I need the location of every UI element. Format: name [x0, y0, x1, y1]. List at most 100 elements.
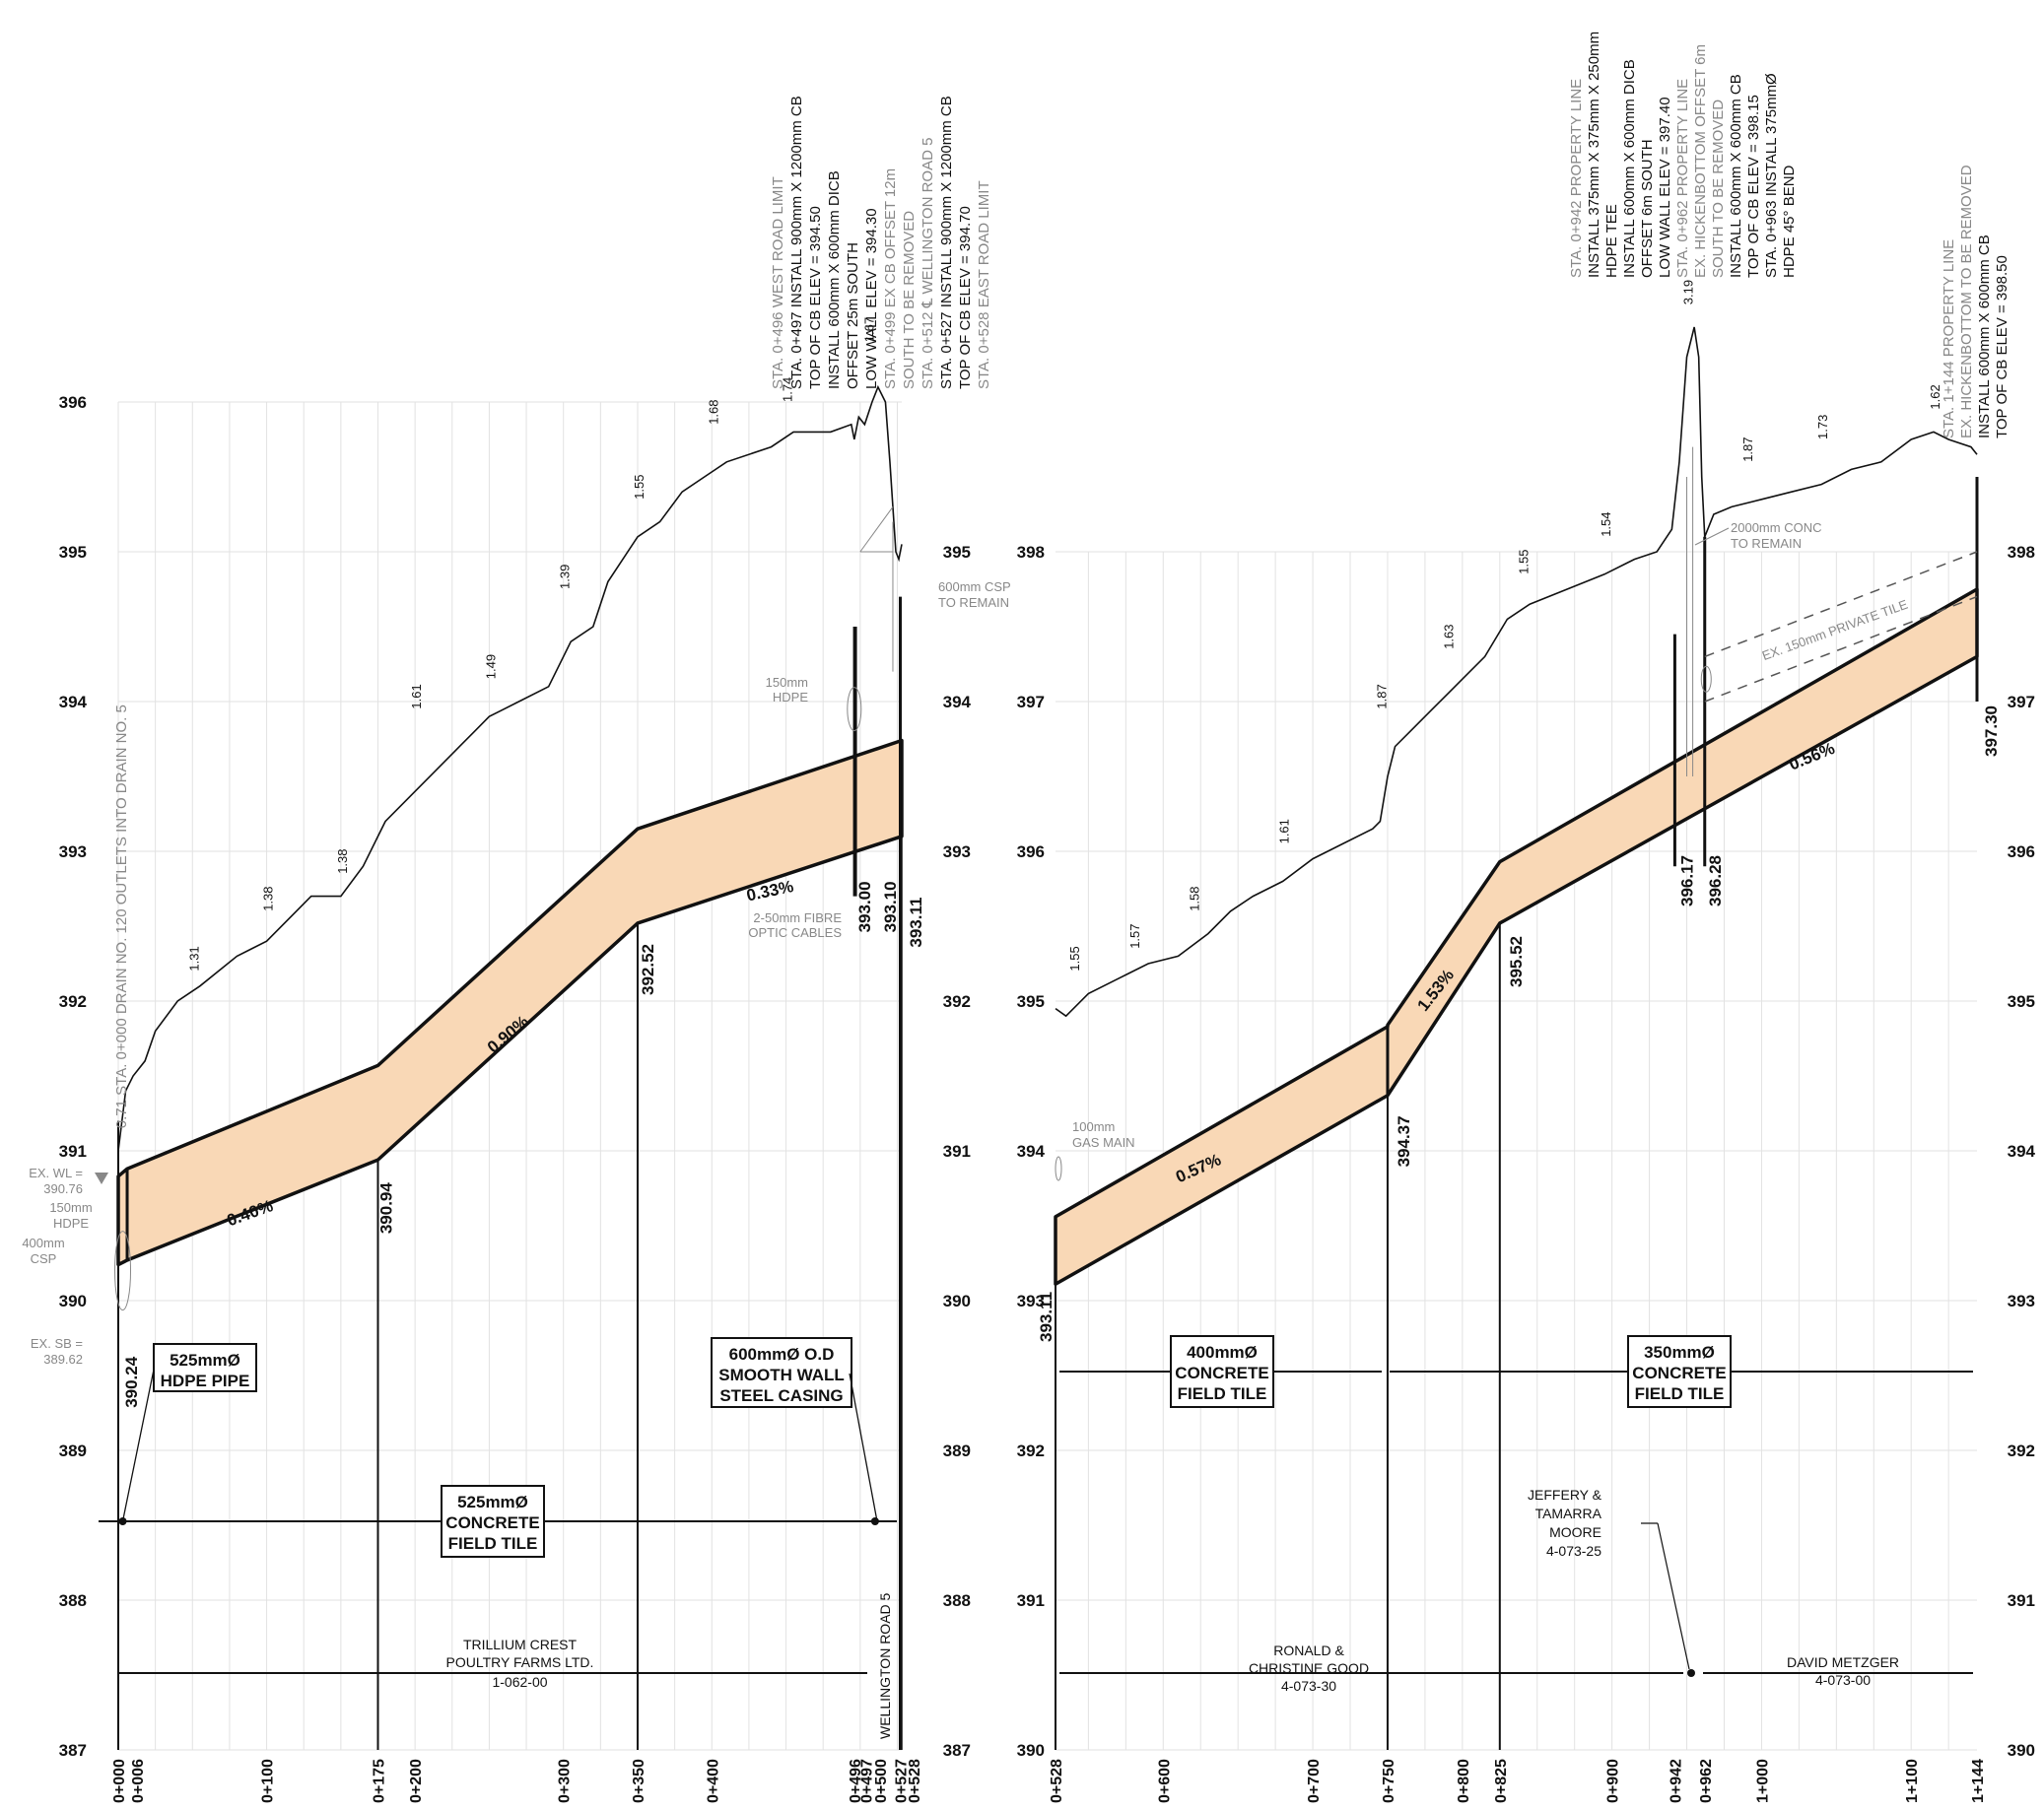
elev-label-right-a: 392	[1017, 1442, 1045, 1460]
leader-line	[121, 1369, 155, 1522]
callout-gas: 100mm	[1072, 1119, 1115, 1134]
elev-label-right-b: 394	[2008, 1142, 2036, 1161]
callout-csp600: 600mm CSP	[938, 579, 1011, 594]
elev-label-right-a: 397	[1017, 693, 1045, 711]
steel-casing-label-text: STEEL CASING	[719, 1386, 843, 1405]
concrete-350-label-text: CONCRETE	[1632, 1364, 1726, 1382]
depth-label: 3.19	[1681, 280, 1696, 304]
elev-label-left: 387	[59, 1741, 87, 1760]
elev-label-left: 394	[59, 693, 88, 711]
top-note-left: STA. 0+527 INSTALL 900mm X 1200mm CB	[938, 96, 955, 389]
elev-label-mid: 390	[943, 1292, 971, 1310]
station-label-right: 0+800	[1456, 1759, 1472, 1803]
invert-label: 393.11	[1037, 1292, 1056, 1342]
callout-ex-sb: EX. SB =	[31, 1336, 83, 1351]
water-level-icon	[95, 1173, 108, 1184]
owner-label: 4-073-25	[1546, 1543, 1601, 1559]
depth-label: 1.61	[409, 684, 424, 708]
private-tile-line	[1704, 595, 1978, 703]
elev-label-right-a: 396	[1017, 842, 1045, 861]
station-label-left: 0+300	[557, 1759, 574, 1803]
elev-label-left: 395	[59, 543, 87, 562]
depth-label: 1.87	[1740, 436, 1755, 461]
elev-label-right-b: 395	[2008, 992, 2035, 1011]
hdpe-pipe-label-text: HDPE PIPE	[161, 1372, 250, 1390]
leader-line	[1657, 1522, 1690, 1670]
elev-label-right-a: 398	[1017, 543, 1045, 562]
drain-outlet-note: 0.71 STA. 0+000 DRAIN NO. 120 OUTLETS IN…	[113, 704, 130, 1128]
station-label-left: 0+527	[893, 1759, 910, 1803]
station-label-left: 0+200	[408, 1759, 425, 1803]
elev-label-right-b: 396	[2008, 842, 2035, 861]
dimension-node	[1687, 1669, 1695, 1677]
invert-label: 390.94	[376, 1182, 395, 1235]
elev-label-right-a: 390	[1017, 1741, 1045, 1760]
private-tile-line	[1704, 551, 1978, 658]
depth-label: 1.63	[1442, 624, 1457, 648]
station-label-right: 0+600	[1156, 1759, 1173, 1803]
invert-label: 393.10	[881, 881, 900, 932]
gas-ellipse	[1055, 1156, 1062, 1181]
depth-label: 1.58	[1188, 886, 1202, 910]
callout-conc: TO REMAIN	[1731, 536, 1802, 551]
owner-label: RONALD &	[1273, 1643, 1344, 1658]
invert-label: 395.52	[1507, 936, 1526, 987]
top-note-left: STA. 0+499 EX CB OFFSET 12m	[882, 168, 899, 389]
tile-end	[1700, 665, 1712, 693]
station-label-right: 0+962	[1698, 1759, 1715, 1803]
depth-label: 1.38	[335, 848, 350, 873]
steel-casing-label-text: SMOOTH WALL	[718, 1366, 844, 1384]
dimension-node	[118, 1517, 127, 1525]
concrete-400-label-box	[1170, 1335, 1274, 1408]
road-label: WELLINGTON ROAD 5	[877, 1592, 893, 1739]
top-note-right: SOUTH TO BE REMOVED	[1710, 100, 1727, 278]
elev-label-left: 392	[59, 992, 87, 1011]
invert-label: 390.24	[122, 1356, 141, 1408]
callout-hdpe: HDPE	[53, 1216, 89, 1231]
elev-label-mid: 392	[943, 992, 971, 1011]
station-label-right: 1+000	[1754, 1759, 1771, 1803]
top-note-left: INSTALL 600mm X 600mm DICB	[826, 170, 843, 389]
station-label-right: 1+100	[1904, 1759, 1921, 1803]
leader-line	[849, 1373, 878, 1522]
dimension-node	[870, 1517, 879, 1525]
invert-label: 394.37	[1395, 1115, 1413, 1167]
station-label-left: 0+175	[371, 1759, 387, 1803]
elev-label-right-b: 392	[2008, 1442, 2035, 1460]
top-note-left: TOP OF CB ELEV = 394.50	[807, 206, 824, 389]
station-label-left: 0+400	[705, 1759, 721, 1803]
owner-label: 4-073-30	[1281, 1678, 1336, 1694]
depth-label: 1.61	[1277, 819, 1292, 843]
depth-label: 1.57	[1127, 923, 1142, 948]
invert-label: 396.28	[1706, 855, 1725, 906]
owner-label: CHRISTINE GOOD	[1249, 1660, 1369, 1676]
elev-label-left: 390	[59, 1292, 87, 1310]
callout-csp600: TO REMAIN	[938, 595, 1009, 610]
top-note-right-b: STA. 1+144 PROPERTY LINE	[1941, 239, 1957, 438]
top-note-right: INSTALL 600mm X 600mm CB	[1728, 74, 1744, 278]
station-label-left: 0+496	[848, 1759, 864, 1803]
owner-label: TRILLIUM CREST	[463, 1637, 578, 1652]
elev-label-right-a: 393	[1017, 1292, 1045, 1310]
station-label-right: 1+144	[1970, 1759, 1987, 1803]
concrete-350-label-text: FIELD TILE	[1635, 1384, 1725, 1403]
elev-label-mid: 394	[943, 693, 972, 711]
concrete-tile-label-text: FIELD TILE	[448, 1534, 538, 1553]
top-note-right: INSTALL 375mm X 375mm X 250mm	[1586, 32, 1602, 278]
elev-label-mid: 387	[943, 1741, 971, 1760]
top-note-right: HDPE TEE	[1603, 204, 1620, 278]
invert-label: 393.00	[855, 881, 874, 932]
top-note-right-b: INSTALL 600mm X 600mm CB	[1976, 235, 1993, 438]
callout-csp: 400mm	[22, 1236, 64, 1250]
concrete-400-label-text: FIELD TILE	[1178, 1384, 1267, 1403]
elev-label-right-b: 390	[2008, 1741, 2035, 1760]
owner-label: MOORE	[1549, 1524, 1601, 1540]
elev-label-mid: 393	[943, 842, 971, 861]
concrete-400-label-text: CONCRETE	[1175, 1364, 1268, 1382]
invert-label: 392.52	[639, 944, 657, 995]
steel-casing-label-text: 600mmØ O.D	[729, 1345, 835, 1364]
elev-label-right-a: 394	[1017, 1142, 1046, 1161]
depth-label: 1.54	[1599, 511, 1613, 536]
top-note-right: STA. 0+963 INSTALL 375mmØ	[1763, 73, 1780, 278]
depth-label: 1.74	[781, 377, 795, 402]
